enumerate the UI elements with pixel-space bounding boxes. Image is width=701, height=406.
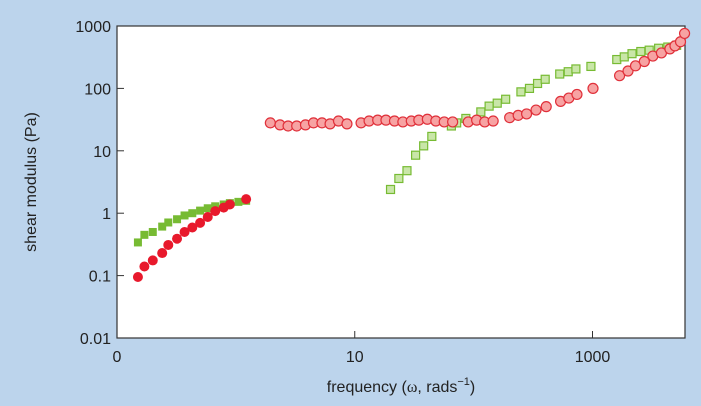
- open-square-point: [532, 78, 543, 89]
- open-square-point: [476, 107, 486, 117]
- filled-square-point: [173, 215, 182, 224]
- open-square-point: [516, 87, 526, 97]
- filled-circle-point: [139, 261, 150, 272]
- y-tick-label: 0.1: [89, 269, 111, 286]
- filled-circle-point: [195, 217, 206, 228]
- x-axis-label-suffix: ): [470, 379, 475, 396]
- data-markers: [132, 27, 691, 282]
- filled-circle-point: [157, 248, 168, 259]
- open-square-point: [427, 131, 437, 142]
- filled-square-point: [158, 222, 167, 231]
- open-circle-point: [540, 101, 552, 113]
- filled-square-point: [148, 227, 157, 236]
- open-square-point: [612, 54, 622, 65]
- open-square-point: [501, 94, 511, 104]
- open-circle-point: [587, 82, 599, 95]
- filled-circle-point: [210, 206, 221, 217]
- open-square-point: [571, 64, 581, 74]
- open-circle-point: [622, 65, 634, 77]
- open-circle-point: [447, 116, 459, 128]
- open-square-point: [394, 173, 404, 184]
- open-circle-point: [678, 27, 691, 40]
- filled-circle-point: [132, 271, 143, 282]
- filled-square-point: [133, 238, 142, 247]
- x-tick-label: 0: [113, 349, 122, 366]
- filled-square-point: [234, 197, 243, 206]
- filled-square-point: [203, 204, 212, 213]
- open-square-point: [619, 52, 629, 62]
- open-square-point: [563, 67, 573, 77]
- filled-square-point: [196, 206, 205, 215]
- filled-circle-point: [172, 233, 183, 244]
- open-square-point: [627, 49, 637, 59]
- x-tick-label: 10: [346, 349, 364, 366]
- open-circle-point: [629, 60, 642, 72]
- y-tick-label: 1: [102, 206, 111, 223]
- open-circle-point: [613, 70, 626, 82]
- y-axis-label: shear modulus (Pa): [23, 112, 40, 252]
- filled-circle-point: [179, 226, 190, 237]
- y-tick-label: 10: [93, 144, 111, 161]
- filled-circle-point: [224, 199, 235, 210]
- x-axis: 0 10 1000: [113, 331, 611, 366]
- x-axis-label-prefix: frequency (: [327, 379, 408, 396]
- y-tick-label: 0.01: [80, 331, 111, 348]
- x-axis-label-omega: ω: [407, 379, 418, 396]
- open-circle-point: [487, 115, 499, 127]
- filled-square-point: [140, 230, 149, 239]
- open-square-point: [555, 69, 565, 79]
- open-square-point: [402, 166, 412, 176]
- filled-square-point: [164, 218, 173, 227]
- open-circle-point: [638, 55, 650, 68]
- open-circle-point: [530, 104, 542, 116]
- open-square-point: [419, 141, 429, 151]
- open-square-point: [385, 184, 396, 195]
- series-filled-circle: [132, 194, 252, 282]
- open-square-point: [484, 101, 494, 111]
- y-tick-label: 100: [84, 81, 111, 98]
- filled-circle-point: [147, 255, 158, 266]
- open-square-point: [586, 61, 596, 72]
- open-square-point: [410, 150, 421, 160]
- x-axis-label-exp: −1: [457, 376, 470, 388]
- y-axis: 0.01 0.1 1 10 100 1000: [75, 19, 124, 348]
- open-circle-point: [571, 88, 583, 101]
- filled-circle-point: [163, 239, 174, 250]
- x-axis-label-mid: , rads: [417, 379, 457, 396]
- open-square-point: [636, 46, 646, 57]
- open-square-point: [540, 74, 550, 84]
- open-circle-point: [520, 108, 533, 120]
- open-square-point: [492, 98, 502, 108]
- series-open-circle: [264, 27, 691, 132]
- open-circle-point: [341, 118, 353, 130]
- filled-circle-point: [187, 222, 198, 233]
- open-circle-point: [264, 117, 276, 129]
- filled-square-point: [188, 209, 197, 218]
- filled-circle-point: [202, 211, 213, 222]
- x-tick-label: 1000: [575, 349, 611, 366]
- filled-square-point: [180, 211, 189, 220]
- open-square-point: [524, 83, 535, 94]
- x-axis-label: frequency (ω, rads−1): [327, 376, 475, 396]
- y-tick-label: 1000: [75, 19, 111, 36]
- filled-circle-point: [241, 194, 252, 205]
